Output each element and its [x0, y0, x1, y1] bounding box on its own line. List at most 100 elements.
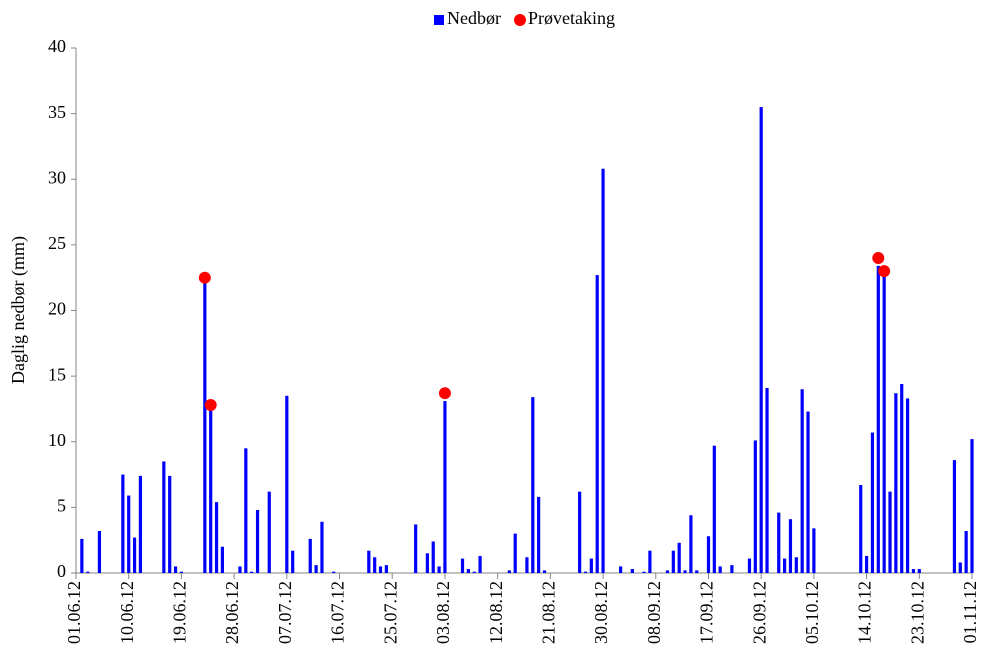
- x-tick-label: 08.09.12: [644, 581, 664, 644]
- bar: [478, 555, 482, 573]
- bar: [671, 550, 675, 573]
- bar: [121, 474, 125, 573]
- y-tick-label: 10: [48, 430, 66, 450]
- bar: [220, 546, 225, 573]
- x-tick-label: 21.08.12: [538, 581, 558, 644]
- bar: [870, 432, 875, 573]
- bar: [677, 542, 681, 573]
- bar: [378, 566, 383, 573]
- x-tick-label: 10.06.12: [117, 581, 137, 644]
- point: [204, 399, 217, 411]
- bar: [800, 389, 804, 573]
- y-tick-label: 25: [48, 233, 66, 253]
- bar: [583, 571, 588, 573]
- bar: [209, 408, 213, 573]
- x-tick-label: 17.09.12: [697, 581, 717, 644]
- y-tick-label: 30: [48, 167, 66, 187]
- bar: [864, 555, 869, 573]
- bar: [537, 496, 541, 573]
- bar: [806, 411, 810, 573]
- bar: [630, 569, 634, 573]
- bar: [472, 571, 476, 573]
- bar: [706, 536, 711, 573]
- x-tick-label: 19.06.12: [170, 581, 190, 644]
- bar: [320, 521, 324, 573]
- bar: [882, 271, 886, 573]
- bar: [285, 395, 289, 573]
- bar: [812, 528, 816, 573]
- bar: [238, 566, 242, 573]
- point: [198, 271, 211, 284]
- bar: [794, 557, 798, 573]
- legend-label: Nedbør: [447, 8, 501, 28]
- bar: [578, 491, 582, 573]
- bar: [414, 524, 418, 573]
- x-tick-label: 12.08.12: [486, 581, 506, 644]
- bar: [695, 570, 699, 573]
- x-tick-label: 05.10.12: [802, 581, 822, 644]
- x-tick-label: 28.06.12: [222, 581, 242, 644]
- x-tick-label: 14.10.12: [855, 581, 875, 644]
- bar: [958, 562, 962, 573]
- bar: [373, 557, 377, 573]
- x-tick-label: 07.07.12: [275, 581, 295, 644]
- bar: [642, 571, 646, 573]
- bar: [718, 566, 722, 573]
- bar: [425, 553, 429, 573]
- legend-marker: [513, 14, 526, 26]
- bar: [80, 538, 84, 573]
- bar: [777, 512, 781, 573]
- bar: [900, 384, 904, 573]
- legend-marker: [434, 15, 444, 25]
- bar: [267, 491, 271, 573]
- bar: [132, 537, 137, 573]
- y-tick-label: 35: [48, 102, 66, 122]
- y-axis-label: Daglig nedbør (mm): [8, 236, 29, 384]
- bar: [911, 569, 916, 573]
- legend-label: Prøvetaking: [528, 8, 615, 28]
- bar: [859, 485, 863, 573]
- bar: [619, 566, 623, 573]
- bar: [712, 445, 716, 573]
- bar: [460, 558, 465, 573]
- bar: [127, 495, 131, 573]
- bar: [291, 550, 295, 573]
- x-tick-label: 30.08.12: [591, 581, 611, 644]
- bar: [970, 439, 974, 573]
- bar: [525, 557, 529, 573]
- bar: [314, 565, 318, 573]
- bar: [905, 398, 910, 573]
- bar: [507, 570, 511, 573]
- bar: [665, 570, 670, 573]
- bar: [138, 475, 143, 573]
- bar: [86, 571, 90, 573]
- bar: [788, 519, 793, 573]
- y-tick-label: 0: [57, 561, 66, 581]
- x-tick-label: 25.07.12: [380, 581, 400, 644]
- bar: [783, 558, 787, 573]
- bar: [589, 558, 593, 573]
- bar: [689, 515, 693, 573]
- bar: [595, 275, 599, 573]
- bar: [443, 401, 447, 573]
- bar: [173, 566, 178, 573]
- bar: [179, 571, 184, 573]
- y-tick-label: 40: [48, 36, 66, 56]
- y-tick-label: 5: [57, 496, 66, 516]
- bar: [97, 531, 102, 573]
- x-tick-label: 16.07.12: [328, 581, 348, 644]
- y-tick-label: 20: [48, 299, 66, 319]
- bar: [964, 531, 968, 573]
- bar: [250, 571, 254, 573]
- y-tick-label: 15: [48, 364, 66, 384]
- bar: [203, 277, 207, 573]
- bar: [214, 502, 219, 573]
- bar: [437, 566, 441, 573]
- point: [878, 265, 891, 278]
- x-tick-label: 01.11.12: [960, 581, 980, 643]
- point: [438, 387, 451, 400]
- bar: [730, 565, 734, 573]
- x-tick-label: 26.09.12: [749, 581, 769, 644]
